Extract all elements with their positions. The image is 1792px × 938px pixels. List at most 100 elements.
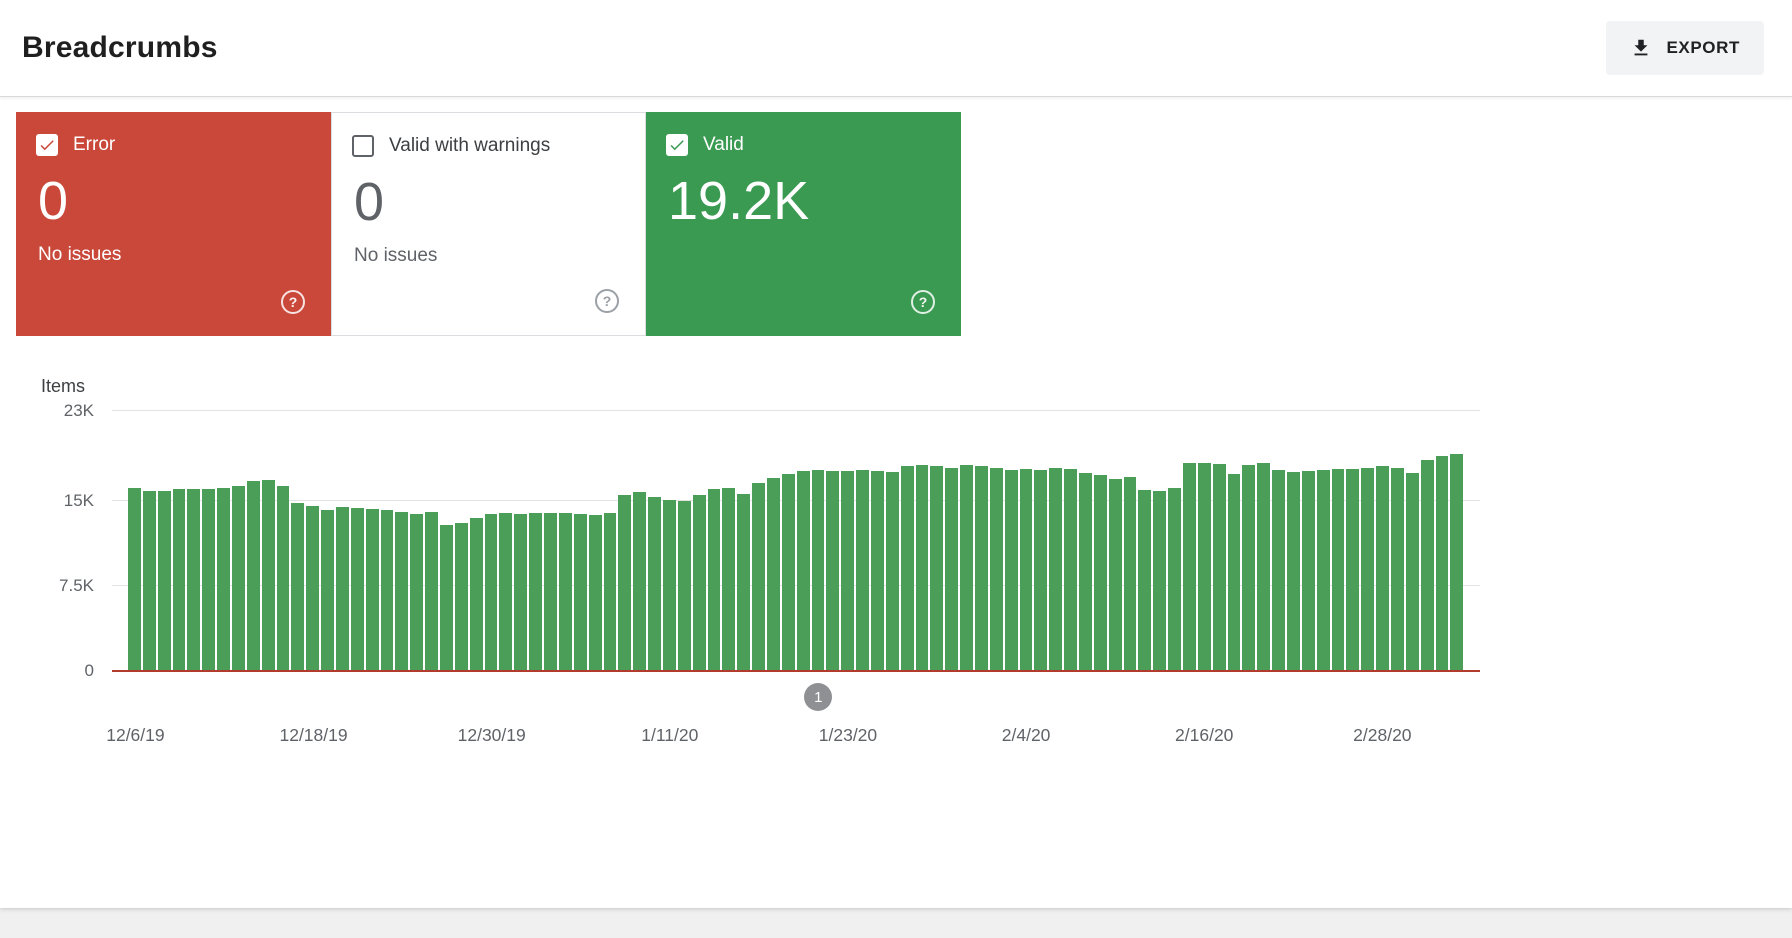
valid-items-bar bbox=[1019, 468, 1033, 671]
warnings-count: 0 bbox=[354, 172, 385, 232]
valid-items-bar bbox=[930, 466, 944, 671]
valid-items-bar bbox=[1391, 467, 1404, 671]
valid-items-bar bbox=[1450, 453, 1464, 671]
valid-items-bar bbox=[544, 512, 557, 671]
valid-items-bar bbox=[885, 472, 899, 671]
valid-items-bar bbox=[1093, 475, 1107, 671]
valid-items-bar bbox=[811, 469, 825, 671]
valid-items-bar bbox=[1123, 476, 1137, 671]
valid-items-bar bbox=[514, 513, 528, 671]
valid-items-bar bbox=[306, 505, 320, 671]
valid-card[interactable]: Valid 19.2K ? bbox=[646, 112, 961, 336]
valid-items-bar bbox=[261, 479, 275, 671]
valid-items-bar bbox=[1079, 473, 1092, 671]
warnings-checkbox[interactable] bbox=[352, 135, 374, 157]
valid-items-bar bbox=[484, 513, 498, 671]
valid-help-icon[interactable]: ? bbox=[911, 290, 935, 314]
valid-items-bar bbox=[1153, 491, 1167, 671]
valid-items-bar bbox=[410, 513, 424, 671]
chart-plot[interactable]: 23K 15K 7.5K 0 bbox=[59, 401, 1480, 680]
valid-items-bar bbox=[588, 515, 602, 671]
valid-card-label: Valid bbox=[703, 134, 744, 155]
error-card-label: Error bbox=[73, 134, 116, 155]
valid-items-bar bbox=[350, 508, 364, 671]
valid-items-bar bbox=[1272, 469, 1286, 671]
valid-items-bar bbox=[246, 481, 260, 671]
valid-items-bar bbox=[291, 502, 305, 671]
chart-below-axis: 1 12/6/19 12/18/19 12/30/19 1/11/20 1/23/20 2… bbox=[106, 671, 1464, 761]
status-cards: Error 0 No issues ? Valid with warnings … bbox=[16, 112, 1792, 336]
valid-items-bar bbox=[217, 487, 231, 671]
valid-items-bar bbox=[1108, 478, 1122, 671]
y-tick-label: 7.5K bbox=[59, 576, 94, 596]
y-axis-labels: 23K 15K 7.5K 0 bbox=[16, 401, 94, 680]
valid-items-bar bbox=[692, 494, 706, 671]
valid-items-bar bbox=[128, 487, 141, 671]
warnings-status-text: No issues bbox=[354, 245, 438, 266]
annotation-marker[interactable]: 1 bbox=[804, 683, 833, 711]
valid-items-bar bbox=[752, 483, 765, 671]
valid-items-bar bbox=[796, 470, 810, 671]
valid-items-bar bbox=[989, 467, 1003, 671]
valid-card-header: Valid bbox=[666, 134, 941, 156]
breadcrumbs-report-page: Breadcrumbs EXPORT Error 0 No issues ? V… bbox=[0, 0, 1792, 908]
x-tick-label: 2/16/20 bbox=[1175, 725, 1234, 745]
error-line bbox=[112, 670, 1480, 672]
export-button[interactable]: EXPORT bbox=[1606, 21, 1764, 75]
gridline bbox=[112, 500, 1480, 502]
valid-items-bar bbox=[573, 513, 587, 671]
report-header: Breadcrumbs EXPORT bbox=[0, 0, 1792, 97]
error-help-icon[interactable]: ? bbox=[281, 290, 305, 314]
error-checkbox[interactable] bbox=[36, 134, 58, 156]
error-card[interactable]: Error 0 No issues ? bbox=[16, 112, 331, 336]
valid-items-bar bbox=[915, 465, 929, 671]
valid-items-bar bbox=[974, 466, 988, 671]
valid-items-bar bbox=[1316, 469, 1330, 671]
items-chart: Items 23K 15K 7.5K 0 1 12/6/19 12/18/19 12/30… bbox=[16, 376, 1480, 761]
valid-items-bar bbox=[529, 512, 543, 671]
y-tick-label: 23K bbox=[63, 401, 94, 420]
valid-checkbox[interactable] bbox=[666, 134, 688, 156]
valid-items-bar bbox=[365, 509, 379, 671]
valid-items-bar bbox=[1227, 474, 1241, 671]
valid-items-bar bbox=[603, 512, 617, 671]
warnings-help-icon[interactable]: ? bbox=[595, 289, 619, 313]
x-tick-label: 2/4/20 bbox=[1001, 725, 1051, 745]
valid-items-bar bbox=[766, 477, 780, 671]
warnings-card-header: Valid with warnings bbox=[352, 135, 625, 157]
valid-items-bar bbox=[321, 510, 335, 671]
error-count: 0 bbox=[38, 171, 69, 231]
valid-items-bar bbox=[425, 511, 439, 671]
valid-items-bar bbox=[826, 470, 840, 671]
x-tick-label: 2/28/20 bbox=[1353, 725, 1412, 745]
valid-items-bar bbox=[1331, 468, 1345, 671]
y-tick-label: 0 bbox=[84, 661, 94, 680]
gridline bbox=[112, 410, 1480, 411]
valid-items-bar bbox=[633, 492, 647, 671]
warnings-card-label: Valid with warnings bbox=[389, 135, 551, 156]
valid-items-bar bbox=[469, 518, 483, 671]
valid-items-bar bbox=[707, 489, 721, 671]
valid-items-bar bbox=[870, 470, 884, 671]
valid-items-bar bbox=[648, 496, 661, 671]
page-title: Breadcrumbs bbox=[22, 31, 218, 64]
valid-items-bar bbox=[781, 474, 795, 671]
valid-items-bar bbox=[558, 512, 572, 671]
x-tick-label: 12/6/19 bbox=[106, 725, 165, 745]
valid-items-bar bbox=[1034, 469, 1048, 671]
valid-items-bar bbox=[1361, 467, 1375, 671]
valid-items-bar bbox=[172, 489, 186, 671]
valid-items-bar bbox=[440, 525, 453, 671]
valid-items-bar bbox=[1064, 468, 1077, 671]
valid-items-bar bbox=[1049, 467, 1063, 671]
valid-items-bar bbox=[1197, 463, 1211, 671]
valid-items-bar bbox=[499, 512, 513, 671]
valid-with-warnings-card[interactable]: Valid with warnings 0 No issues ? bbox=[331, 112, 646, 336]
gridline bbox=[112, 585, 1480, 587]
bar-field bbox=[128, 411, 1464, 671]
valid-items-bar bbox=[945, 467, 959, 671]
export-label: EXPORT bbox=[1666, 38, 1740, 57]
valid-items-bar bbox=[232, 485, 245, 671]
x-tick-label: 1/23/20 bbox=[818, 725, 878, 745]
valid-items-bar bbox=[202, 489, 216, 671]
